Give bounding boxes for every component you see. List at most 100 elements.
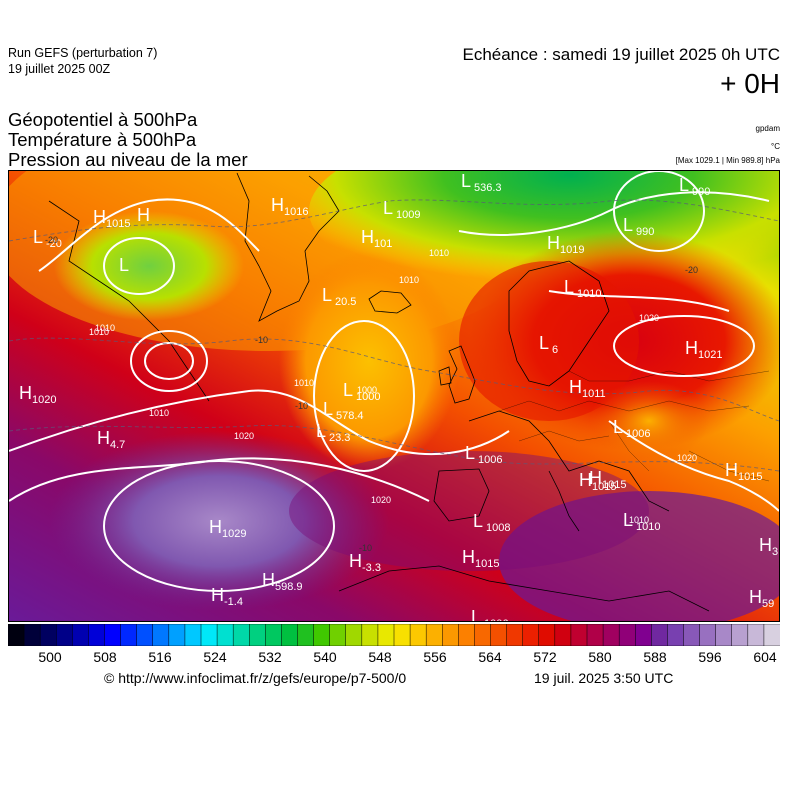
isobar-label: 1010 xyxy=(629,515,649,525)
low-value: 990 xyxy=(692,186,710,198)
high-letter: H xyxy=(137,205,150,225)
colorbar-swatch xyxy=(409,623,427,647)
high-pressure-marker: H 1029 xyxy=(209,517,246,540)
high-letter: H xyxy=(725,460,738,480)
unit-pressure: [Max 1029.1 | Min 989.8] hPa xyxy=(675,156,780,165)
high-value: 598.9 xyxy=(275,581,303,593)
coastline-italy xyxy=(548,470,580,532)
param-geopotential: Géopotentiel à 500hPa xyxy=(8,109,198,130)
colorbar-swatch xyxy=(667,623,685,647)
lead-time: + 0H xyxy=(720,68,780,99)
colorbar-swatch xyxy=(249,623,267,647)
low-pressure-marker: L 20.5 xyxy=(322,285,356,308)
isobar-high-east xyxy=(613,315,755,377)
colorbar-swatch xyxy=(23,623,41,647)
high-letter: H xyxy=(547,233,560,253)
coastline-africa xyxy=(338,565,710,612)
coastline-ireland xyxy=(438,366,452,386)
cbar-label-516: 516 xyxy=(148,649,172,665)
low-letter: L xyxy=(564,277,574,297)
colorbar-swatch xyxy=(297,623,315,647)
low-value: 536.3 xyxy=(474,182,502,194)
param-temperature: Température à 500hPa xyxy=(8,129,197,150)
high-pressure-marker: H -1.4 xyxy=(211,585,243,608)
colorbar-swatch xyxy=(715,623,733,647)
source-link[interactable]: © http://www.infoclimat.fr/z/gefs/europe… xyxy=(104,670,407,686)
colorbar-swatch xyxy=(377,623,395,647)
unit-temperature: °C xyxy=(771,142,780,151)
isobar-label: 1020 xyxy=(639,313,659,323)
cbar-label-596: 596 xyxy=(698,649,722,665)
colorbar-swatch xyxy=(554,623,572,647)
high-letter: H xyxy=(349,551,362,571)
high-pressure-marker: H 1015 xyxy=(589,468,626,491)
run-name: Run GEFS (perturbation 7) xyxy=(8,46,158,60)
low-letter: L xyxy=(322,285,332,305)
low-letter: L xyxy=(323,399,333,419)
colorbar-swatch xyxy=(538,623,556,647)
colorbar-swatch xyxy=(361,623,379,647)
low-letter: L xyxy=(316,421,326,441)
high-pressure-marker: H 1015 xyxy=(93,207,130,230)
high-value: 1021 xyxy=(698,349,722,361)
high-letter: H xyxy=(209,517,222,537)
colorbar-swatch xyxy=(345,623,363,647)
colorbar-swatch xyxy=(474,623,492,647)
high-pressure-marker: H 1020 xyxy=(19,383,56,406)
high-value: 1011 xyxy=(582,388,606,400)
isobar-label: 1010 xyxy=(294,378,314,388)
colorbar-swatch xyxy=(7,623,25,647)
high-letter: H xyxy=(569,377,582,397)
cbar-label-524: 524 xyxy=(203,649,227,665)
low-pressure-marker: L 990 xyxy=(679,175,710,198)
colorbar-swatch xyxy=(586,623,604,647)
high-value: 101 xyxy=(374,238,392,250)
colorbar-swatch xyxy=(56,623,74,647)
colorbar-swatch xyxy=(168,623,186,647)
low-value: 6 xyxy=(552,344,558,356)
low-value: -20 xyxy=(46,238,62,250)
geopotential-trough-atlantic xyxy=(279,251,459,471)
colorbar-swatch xyxy=(120,623,138,647)
low-value: 1006 xyxy=(484,618,508,621)
cbar-label-540: 540 xyxy=(313,649,337,665)
colorbar-swatch xyxy=(184,623,202,647)
high-letter: H xyxy=(211,585,224,605)
high-pressure-marker: H xyxy=(137,205,150,225)
colorbar-swatch xyxy=(683,623,701,647)
colorbar-swatch xyxy=(699,623,717,647)
low-letter: L xyxy=(679,175,689,195)
low-pressure-marker: L 536.3 xyxy=(461,171,502,194)
high-pressure-marker: H -3.3 xyxy=(349,551,381,574)
colorbar-swatch xyxy=(570,623,588,647)
isotherm-label: -10 xyxy=(295,401,308,411)
low-letter: L xyxy=(119,255,129,275)
high-value: -3.3 xyxy=(362,562,381,574)
high-value: 1015 xyxy=(106,218,130,230)
isobar-1010-north xyxy=(458,191,770,236)
low-letter: L xyxy=(383,198,393,218)
low-pressure-marker: L 23.3 xyxy=(316,421,350,444)
colorbar-swatch xyxy=(232,623,250,647)
low-letter: L xyxy=(471,607,481,621)
high-pressure-marker: H 1015 xyxy=(462,547,499,570)
coastline-scandinavia xyxy=(508,260,610,387)
coastline-greenland xyxy=(236,172,340,322)
isobar-label: 1020 xyxy=(371,495,391,505)
weather-map: H 1015 H H 1016 H 1019 H 1021 H 1020 H 4.7 H 1029 H 598.… xyxy=(8,170,780,622)
high-pressure-marker: H 1016 xyxy=(271,195,308,218)
isobar-label: 1010 xyxy=(399,275,419,285)
high-letter: H xyxy=(579,470,592,490)
high-pressure-marker: H 1021 xyxy=(685,338,722,361)
colorbar-swatch xyxy=(265,623,283,647)
colorbar-swatch xyxy=(281,623,299,647)
high-pressure-marker: H 59 xyxy=(749,587,774,610)
cbar-label-604: 604 xyxy=(753,649,777,665)
cbar-label-580: 580 xyxy=(588,649,612,665)
high-letter: H xyxy=(361,227,374,247)
low-value: 1000 xyxy=(356,391,380,403)
cbar-label-548: 548 xyxy=(368,649,392,665)
